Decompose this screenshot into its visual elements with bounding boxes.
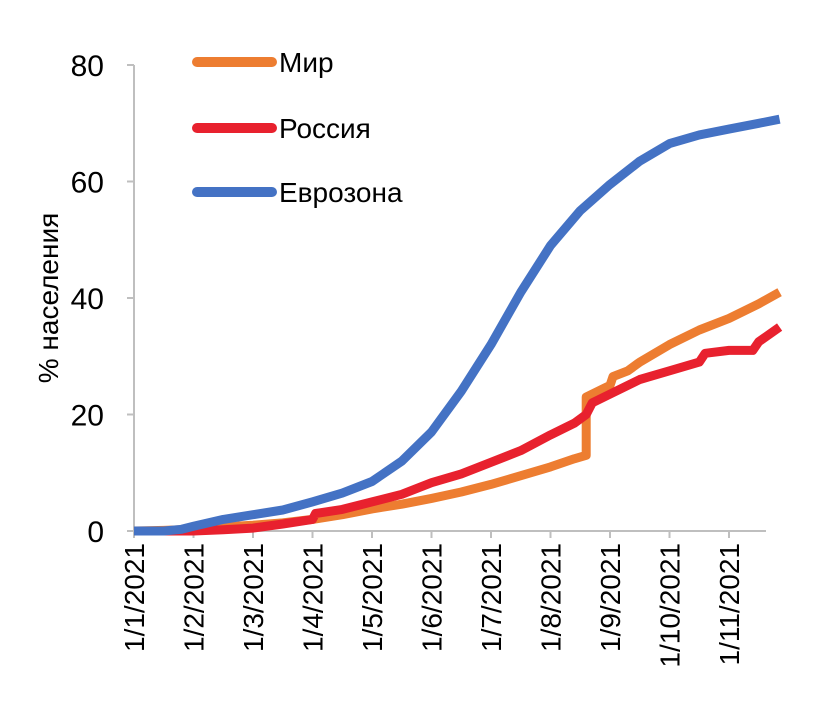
x-tick-label: 1/2/2021 <box>179 543 210 652</box>
x-tick-label: 1/8/2021 <box>536 543 567 652</box>
legend-label: Россия <box>279 113 371 144</box>
y-tick-label: 20 <box>71 400 104 433</box>
x-tick-label: 1/6/2021 <box>417 543 448 652</box>
x-ticks: 1/1/2021 1/2/2021 1/3/2021 1/4/2021 1/5/2021… <box>119 531 745 668</box>
series-line-0 <box>133 288 782 536</box>
legend: Мир Россия Еврозона <box>192 47 403 208</box>
y-tick-label: 60 <box>71 167 104 200</box>
x-tick-label: 1/9/2021 <box>595 543 626 652</box>
x-tick-label: 1/1/2021 <box>119 543 150 652</box>
x-tick-label: 1/5/2021 <box>357 543 388 652</box>
x-tick-label: 1/10/2021 <box>655 543 686 668</box>
y-ticks: 0 20 40 60 80 <box>71 50 134 549</box>
x-tick-label: 1/4/2021 <box>298 543 329 652</box>
legend-label: Еврозона <box>279 177 403 208</box>
y-tick-label: 80 <box>71 50 104 83</box>
x-tick-label: 1/11/2021 <box>714 543 745 666</box>
series-line-1 <box>134 323 783 536</box>
series-lines <box>133 114 783 536</box>
y-tick-label: 0 <box>87 516 104 549</box>
series-line-2 <box>134 114 781 536</box>
legend-label: Мир <box>279 47 334 78</box>
x-tick-label: 1/3/2021 <box>238 543 269 652</box>
y-axis-label: % населения <box>33 213 64 384</box>
axes <box>133 65 766 532</box>
y-tick-label: 40 <box>71 283 104 316</box>
x-tick-label: 1/7/2021 <box>476 543 507 652</box>
